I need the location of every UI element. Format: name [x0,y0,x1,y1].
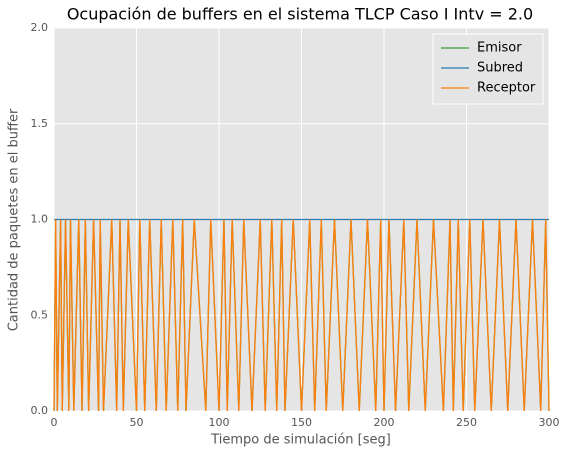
legend-label: Receptor [477,81,536,96]
x-tick-label: 200 [374,416,395,429]
y-tick-label: 2.0 [31,21,49,34]
y-tick-label: 0.0 [31,404,49,417]
x-tick-label: 250 [456,416,477,429]
y-tick-label: 0.5 [31,308,49,321]
y-axis-title: Cantidad de paquetes en el buffer [7,108,22,331]
x-tick-label: 0 [51,416,58,429]
legend-label: Subred [477,61,523,76]
x-tick-label: 50 [130,416,144,429]
y-tick-label: 1.0 [31,213,49,226]
y-tick-label: 1.5 [31,117,49,130]
legend-box [432,33,544,105]
x-axis-title: Tiempo de simulación [seg] [210,433,391,448]
legend-label: Emisor [477,41,522,56]
x-tick-label: 150 [291,416,312,429]
x-tick-label: 100 [209,416,230,429]
line-series [53,219,550,412]
x-tick-label: 300 [539,416,560,429]
chart-title: Ocupación de buffers en el sistema TLCP … [67,5,533,24]
